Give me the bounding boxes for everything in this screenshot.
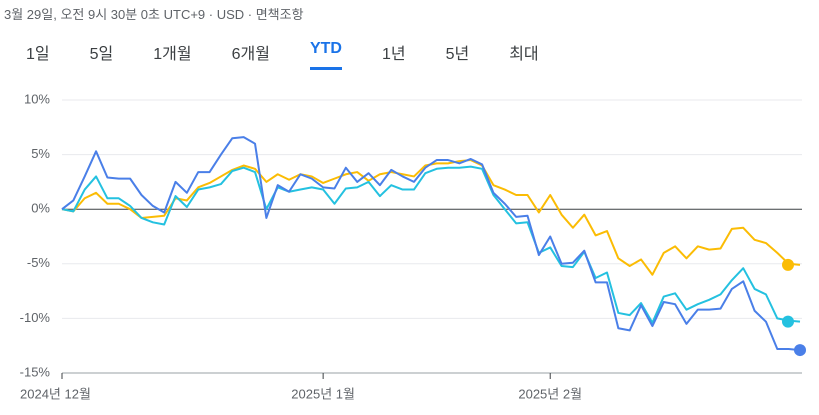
y-tick-label: 0% bbox=[31, 201, 50, 216]
y-tick-label: -10% bbox=[20, 310, 51, 325]
y-tick-label: -5% bbox=[27, 255, 51, 270]
x-tick-label: 2025년 1월 bbox=[291, 386, 355, 401]
range-tab[interactable]: 6개월 bbox=[231, 46, 270, 63]
x-tick-label: 2024년 12월 bbox=[20, 386, 91, 401]
series-line bbox=[61, 159, 801, 276]
end-dot bbox=[782, 258, 794, 271]
y-tick-label: -15% bbox=[20, 364, 51, 379]
range-tab[interactable]: 1년 bbox=[381, 46, 406, 63]
end-dot bbox=[782, 315, 794, 328]
end-dot bbox=[794, 344, 806, 357]
y-tick-label: 5% bbox=[31, 146, 50, 161]
range-tab[interactable]: YTD bbox=[309, 40, 342, 70]
y-tick-label: 10% bbox=[24, 91, 50, 106]
series-line bbox=[61, 136, 801, 352]
range-tab[interactable]: 1개월 bbox=[153, 46, 192, 63]
range-tab[interactable]: 1일 bbox=[26, 46, 50, 63]
timestamp: 3월 29일, 오전 9시 30분 0초 UTC+9 · USD · 면책조항 bbox=[4, 7, 304, 22]
range-tab[interactable]: 5일 bbox=[89, 46, 114, 63]
x-tick-label: 2025년 2월 bbox=[518, 386, 582, 401]
range-tabs: 1일 5일 1개월 6개월 YTD 1년 5년 최대 bbox=[26, 40, 579, 70]
range-tab[interactable]: 5년 bbox=[445, 46, 470, 63]
series-line bbox=[61, 165, 801, 324]
range-tab[interactable]: 최대 bbox=[509, 46, 539, 63]
